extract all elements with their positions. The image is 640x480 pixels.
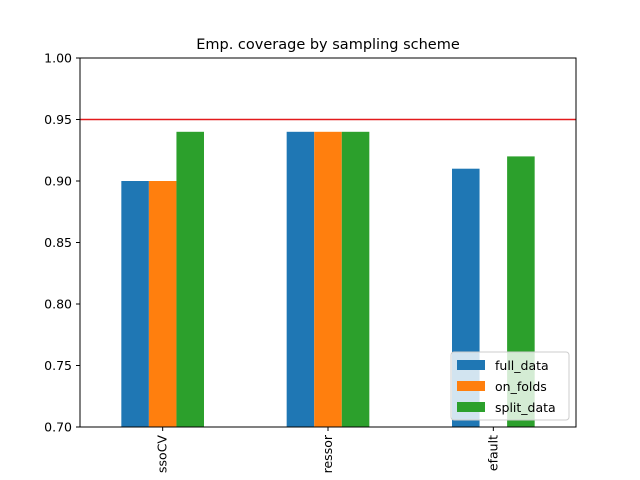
y-tick-label: 0.85 <box>44 235 72 250</box>
legend-label-on-folds: on_folds <box>495 379 547 394</box>
axes: 0.70 0.75 0.80 0.85 0.90 0.95 1.00 ssoCV ressor e… <box>44 51 577 473</box>
y-tick-label: 0.75 <box>44 358 72 373</box>
legend-swatch-full-data <box>457 360 485 370</box>
legend-swatch-split-data <box>457 402 485 412</box>
x-tick-label: ressor <box>320 434 335 473</box>
bar-split-data-1 <box>176 131 204 428</box>
chart-title: Emp. coverage by sampling scheme <box>196 37 460 53</box>
bar-on-folds-2 <box>314 131 342 428</box>
legend: full_data on_folds split_data <box>450 351 570 421</box>
y-tick-label: 1.00 <box>44 51 72 66</box>
x-tick-label: efault <box>485 435 500 471</box>
legend-label-split-data: split_data <box>495 400 556 415</box>
y-tick-label: 0.70 <box>44 420 72 435</box>
legend-swatch-on-folds <box>457 381 485 391</box>
x-tick-label: ssoCV <box>155 435 170 473</box>
y-tick-label: 0.80 <box>44 297 72 312</box>
bar-split-data-2 <box>341 131 370 428</box>
bar-full-data-1 <box>121 181 149 427</box>
y-tick-label: 0.95 <box>44 112 72 127</box>
bar-on-folds-1 <box>148 181 177 427</box>
bar-full-data-2 <box>286 131 315 428</box>
legend-label-full-data: full_data <box>495 358 549 373</box>
y-tick-label: 0.90 <box>44 174 72 189</box>
